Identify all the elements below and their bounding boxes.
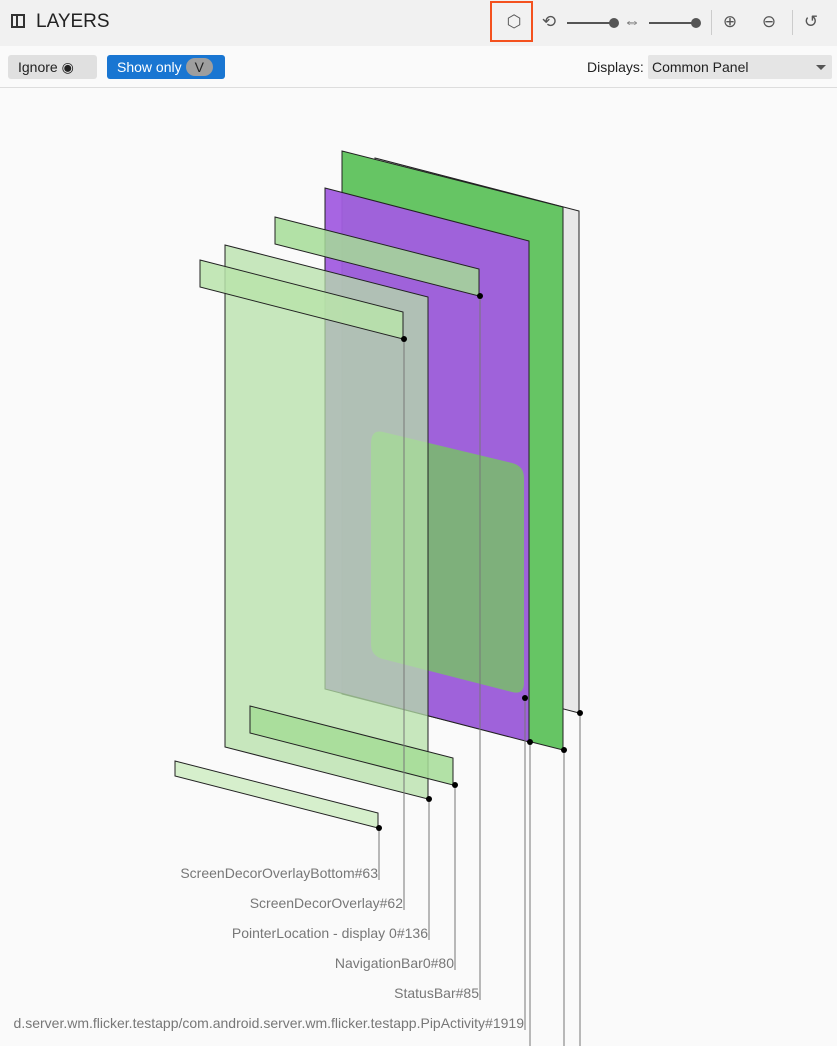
3d-view-highlight xyxy=(490,1,533,42)
layer-label[interactable]: NavigationBar0#80 xyxy=(335,955,454,971)
spacing-slider[interactable] xyxy=(649,18,701,28)
anchor-dot xyxy=(577,710,583,716)
divider xyxy=(711,10,712,35)
layer-label[interactable]: StatusBar#85 xyxy=(394,985,479,1001)
3d-cube-icon[interactable]: ⬡ xyxy=(506,12,522,31)
show-only-button[interactable]: Show only V xyxy=(107,55,225,79)
rotation-slider[interactable] xyxy=(567,18,619,28)
layer-label[interactable]: PointerLocation - display 0#136 xyxy=(232,925,428,941)
ignore-button[interactable]: Ignore ◉ xyxy=(8,55,97,79)
layer-label[interactable]: d.server.wm.flicker.testapp/com.android.… xyxy=(14,1015,525,1031)
eye-icon: ◉ xyxy=(61,59,74,75)
displays-label: Displays: xyxy=(587,59,644,75)
divider xyxy=(792,10,793,35)
zoom-out-icon[interactable]: ⊖ xyxy=(761,12,777,31)
anchor-dot xyxy=(522,695,528,701)
spacing-icon: ⇔ xyxy=(623,12,641,31)
anchor-dot xyxy=(452,782,458,788)
anchor-dot xyxy=(426,796,432,802)
displays-select[interactable]: Common Panel xyxy=(648,55,832,79)
anchor-dot xyxy=(477,293,483,299)
rotate-icon: ⟲ xyxy=(541,12,557,31)
toolbar: LAYERS ⬡ ⟲ ⇔ ⊕ ⊖ ↺ xyxy=(0,0,837,46)
filter-bar: Ignore ◉ Show only V Displays: Common Pan… xyxy=(0,46,837,88)
show-only-label: Show only xyxy=(117,59,182,75)
reset-history-icon[interactable]: ↺ xyxy=(803,12,819,31)
visible-chip: V xyxy=(185,58,213,76)
ignore-label: Ignore xyxy=(18,59,58,75)
layer-label[interactable]: ScreenDecorOverlayBottom#63 xyxy=(180,865,378,881)
anchor-dot xyxy=(561,747,567,753)
anchor-dot xyxy=(527,739,533,745)
panel-title: LAYERS xyxy=(36,11,110,32)
anchor-dot xyxy=(401,336,407,342)
layer-label[interactable]: ScreenDecorOverlay#62 xyxy=(250,895,404,911)
zoom-in-icon[interactable]: ⊕ xyxy=(722,12,738,31)
anchor-dot xyxy=(376,825,382,831)
sidebar-collapse-icon[interactable] xyxy=(11,14,25,28)
